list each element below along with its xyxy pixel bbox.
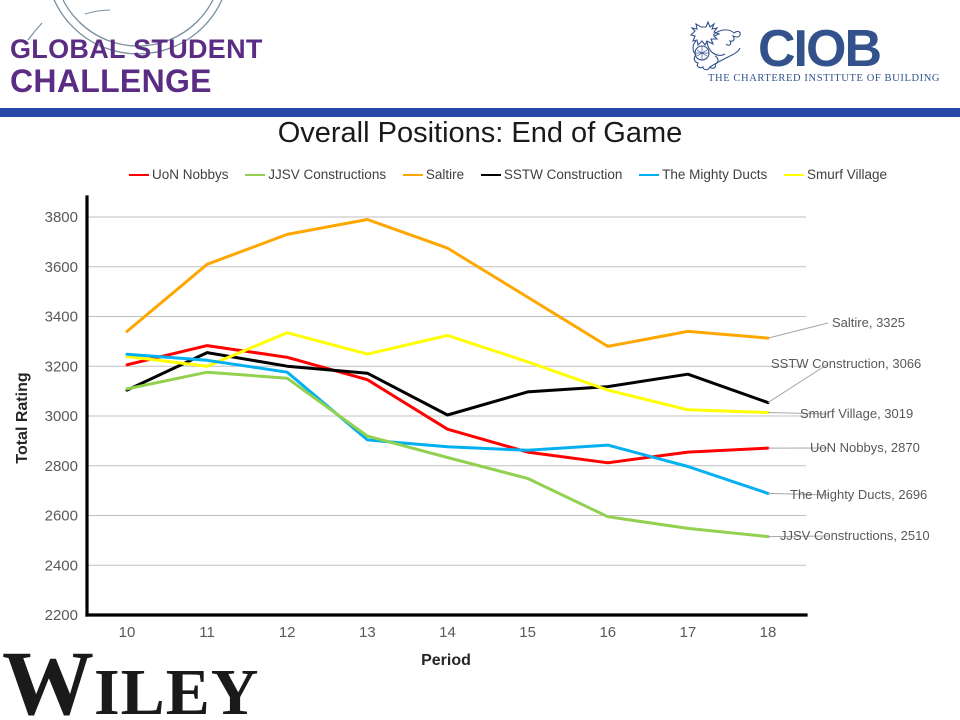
svg-text:2800: 2800 [45, 458, 78, 475]
svg-text:2200: 2200 [45, 607, 78, 624]
svg-text:2600: 2600 [45, 508, 78, 525]
svg-text:14: 14 [439, 624, 456, 641]
svg-text:3600: 3600 [45, 259, 78, 276]
svg-text:12: 12 [279, 624, 296, 641]
svg-text:Smurf Village, 3019: Smurf Village, 3019 [800, 406, 913, 421]
svg-text:11: 11 [199, 624, 215, 641]
svg-text:Period: Period [421, 652, 471, 669]
svg-text:16: 16 [599, 624, 616, 641]
svg-text:2400: 2400 [45, 557, 78, 574]
svg-text:3400: 3400 [45, 309, 78, 326]
svg-text:3800: 3800 [45, 209, 78, 226]
svg-text:17: 17 [680, 624, 697, 641]
svg-text:JJSV Constructions, 2510: JJSV Constructions, 2510 [780, 528, 930, 543]
svg-text:13: 13 [359, 624, 376, 641]
svg-text:3200: 3200 [45, 358, 78, 375]
svg-text:10: 10 [119, 624, 136, 641]
svg-text:Total Rating: Total Rating [14, 372, 31, 463]
svg-text:3000: 3000 [45, 408, 78, 425]
svg-text:UoN Nobbys, 2870: UoN Nobbys, 2870 [810, 440, 920, 455]
svg-text:18: 18 [760, 624, 777, 641]
svg-text:Saltire, 3325: Saltire, 3325 [832, 315, 905, 330]
svg-text:The Mighty Ducts, 2696: The Mighty Ducts, 2696 [790, 487, 927, 502]
svg-text:15: 15 [519, 624, 536, 641]
svg-text:SSTW Construction, 3066: SSTW Construction, 3066 [771, 356, 921, 371]
